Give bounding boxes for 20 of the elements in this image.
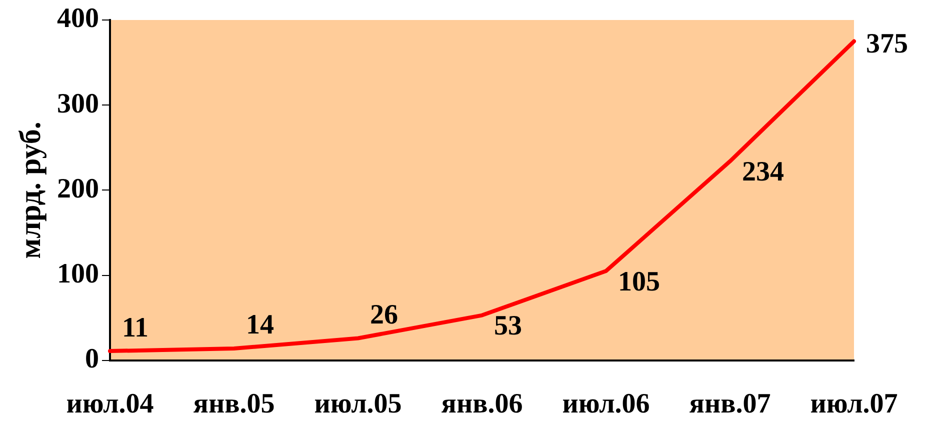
y-axis-title: млрд. руб. (14, 122, 47, 259)
x-tick-label: июл.07 (810, 388, 898, 420)
data-label: 26 (370, 300, 398, 331)
data-label: 105 (618, 266, 660, 298)
x-tick-label: июл.04 (66, 388, 154, 420)
x-tick-label: июл.05 (314, 388, 402, 420)
x-tick-label: янв.07 (689, 388, 771, 420)
data-label: 14 (246, 310, 274, 341)
y-tick-label: 300 (57, 88, 99, 120)
y-tick-label: 200 (57, 173, 99, 204)
y-tick-label: 0 (85, 344, 99, 375)
data-label: 375 (866, 28, 908, 60)
data-label: 53 (494, 310, 522, 342)
y-tick-label: 400 (57, 3, 99, 34)
data-label: 234 (742, 156, 784, 188)
data-label: 11 (122, 312, 148, 344)
x-tick-label: янв.05 (193, 388, 275, 420)
x-tick-label: янв.06 (441, 388, 523, 420)
x-tick-label: июл.06 (562, 388, 650, 420)
y-tick-label: 100 (57, 258, 99, 290)
